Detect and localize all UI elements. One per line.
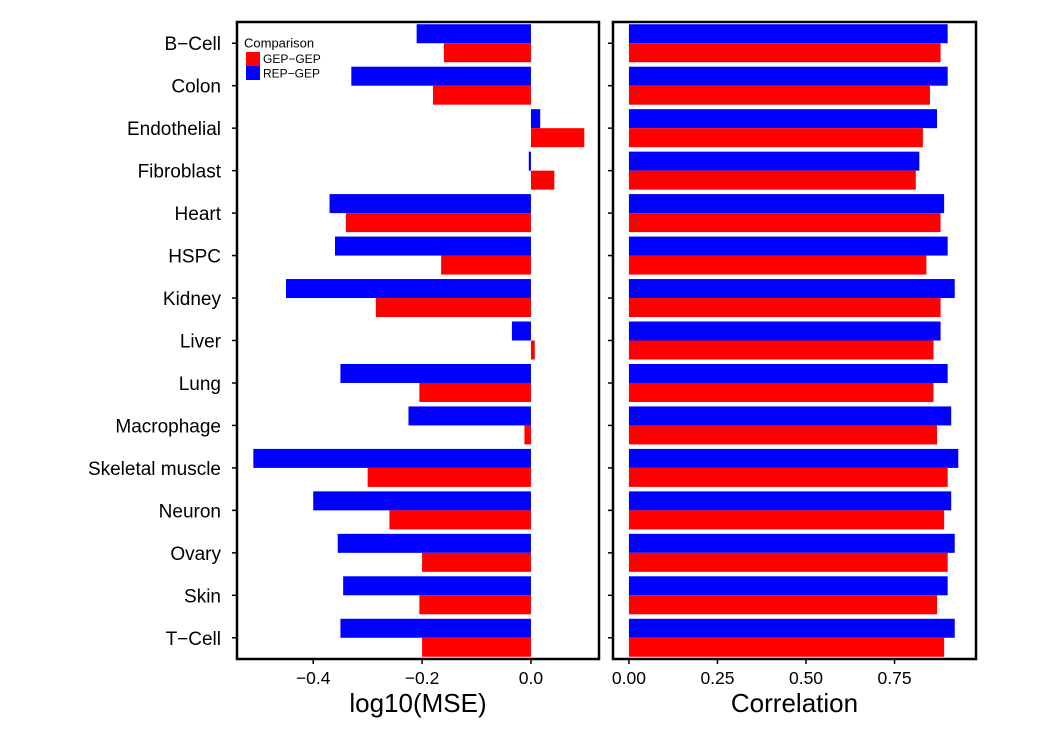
corr-bar-rep-gep-ovary — [628, 533, 955, 553]
mse-bar-gep-gep-heart — [345, 213, 531, 233]
category-label-b-cell: B−Cell — [165, 34, 222, 55]
corr-bar-rep-gep-skin — [628, 576, 948, 596]
category-label-endothelial: Endothelial — [127, 119, 221, 140]
mse-bar-rep-gep-kidney — [285, 279, 531, 299]
corr-bar-rep-gep-b-cell — [628, 24, 948, 44]
category-label-lung: Lung — [179, 374, 221, 395]
mse-bar-rep-gep-colon — [351, 66, 531, 86]
corr-xtick-label-3: 0.75 — [878, 668, 912, 688]
legend-title: Comparison — [244, 36, 314, 51]
mse-bar-gep-gep-skeletal-muscle — [367, 467, 531, 487]
mse-bar-gep-gep-colon — [432, 85, 531, 105]
category-labels: B−Cell Colon Endothelial Fibroblast Heart HSP… — [88, 34, 222, 650]
corr-bar-gep-gep-liver — [628, 340, 934, 360]
mse-bar-gep-gep-t-cell — [422, 637, 531, 657]
mse-bar-gep-gep-liver — [530, 340, 535, 360]
mse-bar-rep-gep-hspc — [334, 236, 531, 256]
category-label-hspc: HSPC — [168, 247, 221, 268]
corr-bar-rep-gep-kidney — [628, 279, 955, 299]
corr-panel-frame — [611, 20, 978, 661]
legend-label-gep-gep: GEP−GEP — [263, 52, 321, 66]
corr-bar-rep-gep-lung — [628, 363, 948, 383]
category-label-heart: Heart — [175, 204, 222, 225]
mse-bar-gep-gep-kidney — [375, 298, 531, 318]
corr-bar-gep-gep-fibroblast — [628, 170, 916, 190]
corr-bar-gep-gep-t-cell — [628, 637, 945, 657]
corr-bar-gep-gep-hspc — [628, 255, 927, 275]
corr-bar-gep-gep-endothelial — [628, 128, 923, 148]
mse-bar-rep-gep-lung — [340, 363, 531, 383]
mse-axis-title: log10(MSE) — [349, 688, 486, 718]
corr-axis-title: Correlation — [731, 688, 858, 718]
corr-bar-gep-gep-skin — [628, 595, 938, 615]
category-label-fibroblast: Fibroblast — [138, 162, 222, 183]
mse-bar-rep-gep-ovary — [337, 533, 531, 553]
mse-bar-gep-gep-hspc — [441, 255, 531, 275]
mse-bar-rep-gep-macrophage — [408, 406, 531, 426]
mse-bar-rep-gep-neuron — [313, 491, 531, 511]
category-label-colon: Colon — [171, 77, 221, 98]
category-label-macrophage: Macrophage — [115, 416, 221, 437]
corr-bar-gep-gep-macrophage — [628, 425, 938, 445]
mse-bar-gep-gep-neuron — [389, 510, 531, 530]
corr-bar-rep-gep-endothelial — [628, 109, 938, 129]
legend-swatch-gep-gep — [246, 52, 260, 66]
category-label-skeletal-muscle: Skeletal muscle — [88, 459, 221, 480]
mse-bar-rep-gep-skeletal-muscle — [253, 448, 531, 468]
corr-bar-rep-gep-t-cell — [628, 618, 955, 638]
correlation-panel: 0.00 0.25 0.50 0.75 Correlation — [608, 20, 978, 718]
corr-bar-rep-gep-skeletal-muscle — [628, 448, 959, 468]
corr-xtick-label-1: 0.25 — [700, 668, 734, 688]
corr-bar-rep-gep-colon — [628, 66, 948, 86]
corr-xtick-label-2: 0.50 — [789, 668, 823, 688]
corr-bar-gep-gep-skeletal-muscle — [628, 467, 948, 487]
mse-bar-rep-gep-t-cell — [340, 618, 531, 638]
mse-bar-rep-gep-liver — [511, 321, 531, 341]
corr-bar-gep-gep-kidney — [628, 298, 941, 318]
corr-bar-rep-gep-liver — [628, 321, 941, 341]
corr-bar-rep-gep-neuron — [628, 491, 952, 511]
mse-bar-gep-gep-b-cell — [443, 43, 531, 63]
mse-bar-gep-gep-ovary — [422, 552, 531, 572]
legend: Comparison GEP−GEP REP−GEP — [244, 36, 321, 81]
corr-bar-rep-gep-heart — [628, 194, 945, 214]
corr-bar-gep-gep-colon — [628, 85, 930, 105]
mse-bar-gep-gep-endothelial — [530, 128, 585, 148]
corr-bar-gep-gep-ovary — [628, 552, 948, 572]
corr-bar-gep-gep-neuron — [628, 510, 945, 530]
mse-bar-gep-gep-macrophage — [524, 425, 531, 445]
mse-bar-rep-gep-fibroblast — [528, 151, 531, 171]
corr-bar-gep-gep-heart — [628, 213, 941, 233]
corr-bar-rep-gep-macrophage — [628, 406, 952, 426]
mse-xtick-label-0: −0.4 — [296, 668, 331, 688]
mse-bar-rep-gep-skin — [343, 576, 531, 596]
category-label-ovary: Ovary — [170, 544, 221, 565]
mse-bar-rep-gep-heart — [329, 194, 531, 214]
mse-panel: −0.4 −0.2 0.0 log10(MSE) — [232, 20, 601, 718]
legend-label-rep-gep: REP−GEP — [263, 67, 320, 81]
mse-bar-gep-gep-lung — [419, 382, 531, 402]
corr-bar-gep-gep-b-cell — [628, 43, 941, 63]
mse-xtick-label-2: 0.0 — [519, 668, 544, 688]
mse-bar-rep-gep-b-cell — [416, 24, 531, 44]
mse-bar-rep-gep-endothelial — [530, 109, 541, 129]
category-label-t-cell: T−Cell — [166, 629, 221, 650]
corr-bar-rep-gep-fibroblast — [628, 151, 920, 171]
legend-swatch-rep-gep — [246, 66, 260, 80]
corr-bar-rep-gep-hspc — [628, 236, 948, 256]
corr-bar-gep-gep-lung — [628, 382, 934, 402]
corr-xtick-label-0: 0.00 — [612, 668, 646, 688]
mse-xtick-label-1: −0.2 — [405, 668, 440, 688]
category-label-liver: Liver — [180, 332, 222, 353]
mse-panel-frame — [235, 20, 601, 661]
mse-bar-gep-gep-fibroblast — [530, 170, 555, 190]
category-label-skin: Skin — [184, 586, 221, 607]
category-label-neuron: Neuron — [159, 501, 221, 522]
mse-bar-gep-gep-skin — [419, 595, 531, 615]
category-label-kidney: Kidney — [163, 289, 222, 310]
